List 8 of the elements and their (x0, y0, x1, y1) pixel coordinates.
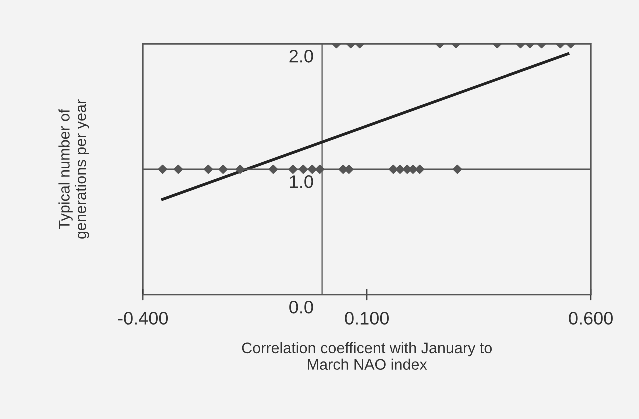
x-tick-label: -0.400 (118, 312, 168, 325)
y-axis-title: Typical number of generations per year (58, 100, 90, 239)
x-tick-label: 0.600 (569, 312, 613, 325)
x-tick-label: 0.100 (345, 312, 389, 325)
y-tick-label: 0.0 (290, 301, 314, 314)
y-tick-label: 1.0 (290, 176, 314, 188)
x-axis-title: Correlation coefficent with January to March NAO index (242, 342, 492, 370)
y-tick-label: 2.0 (290, 50, 314, 63)
